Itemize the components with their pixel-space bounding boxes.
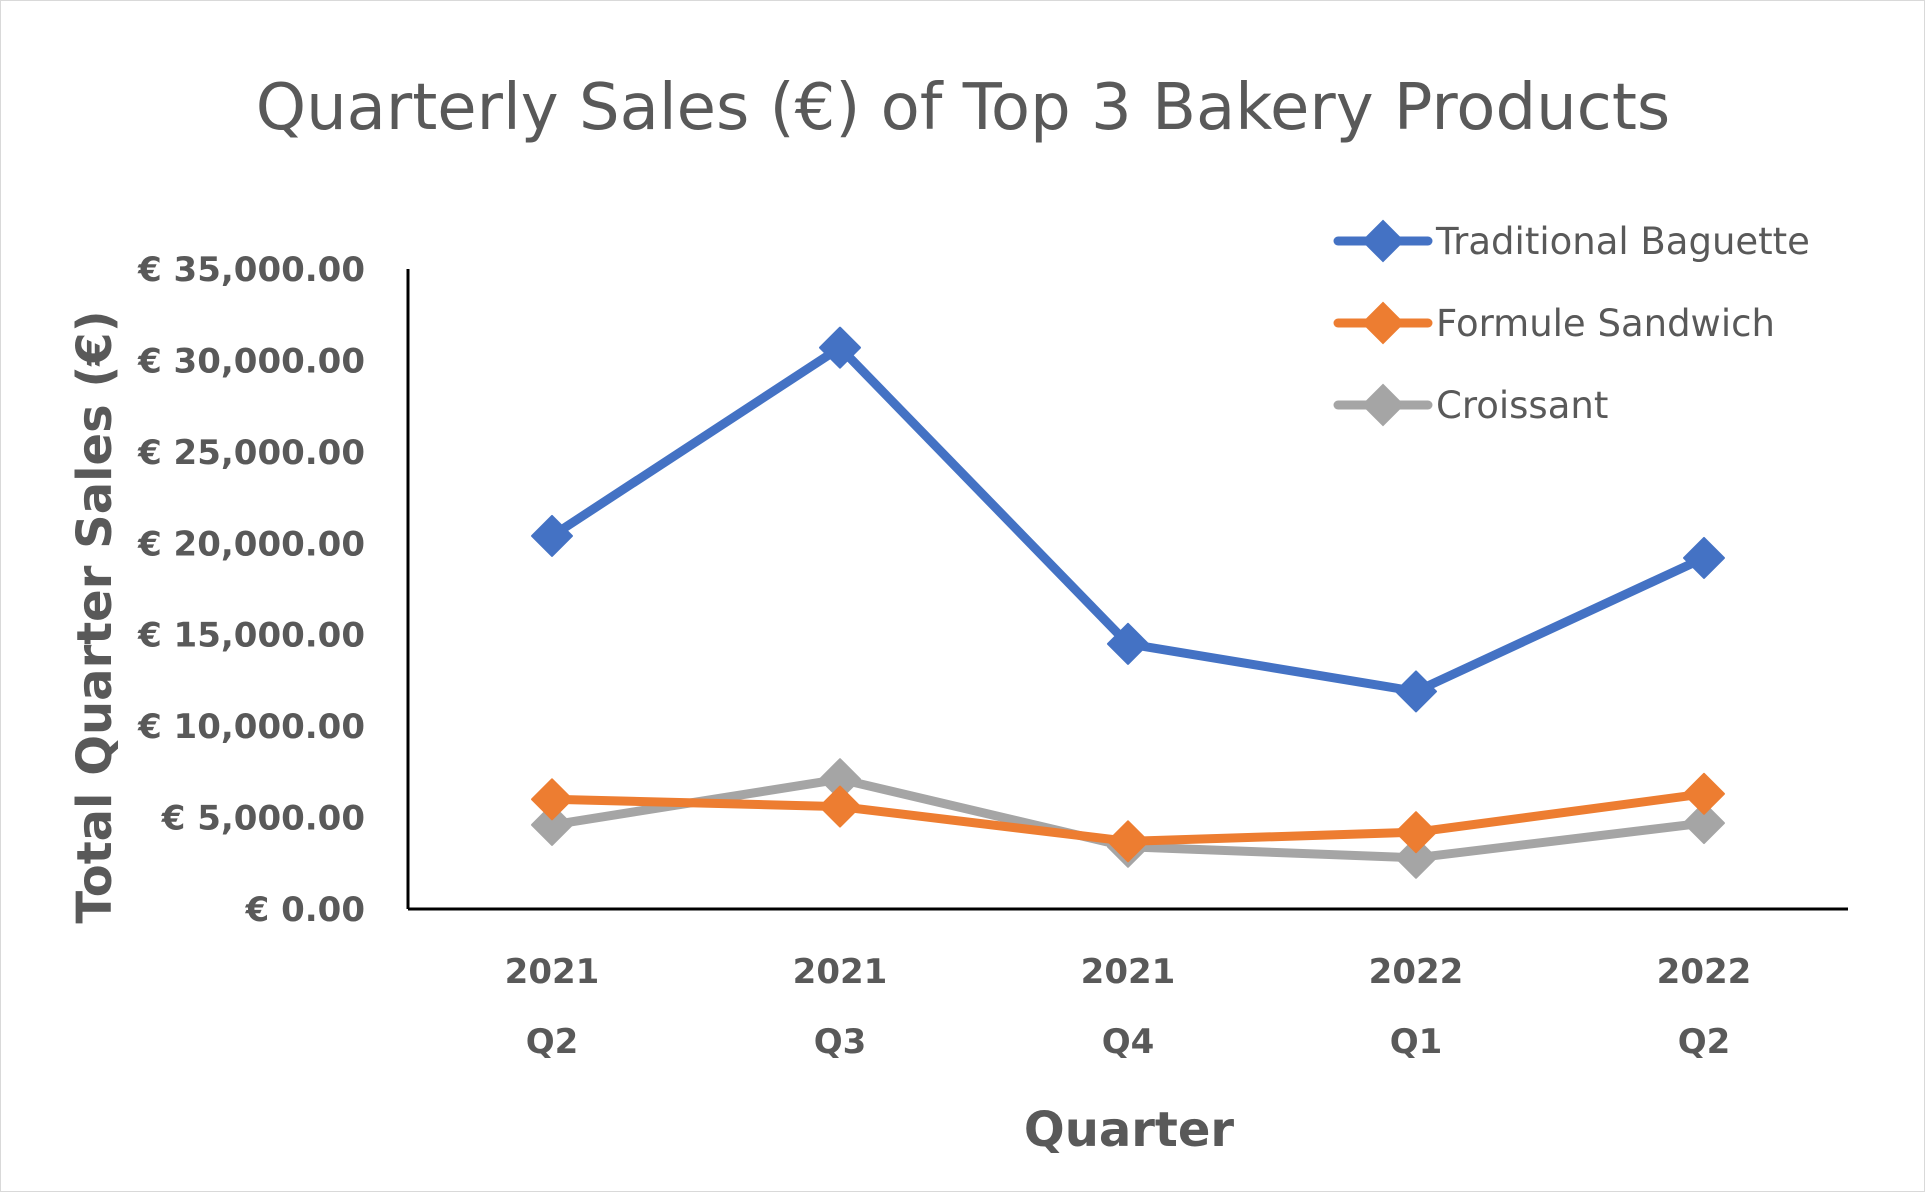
series-formule-sandwich	[531, 772, 1725, 863]
y-tick-label: € 10,000.00	[137, 707, 365, 747]
x-tick-quarter-label: Q1	[1390, 1022, 1443, 1062]
x-tick-year-label: 2022	[1369, 952, 1464, 992]
data-point-formule-sandwich[interactable]	[531, 778, 573, 821]
data-point-formule-sandwich[interactable]	[819, 785, 861, 828]
y-tick-label: € 0.00	[245, 890, 365, 930]
data-point-croissant[interactable]	[531, 803, 573, 846]
x-tick-year-label: 2021	[793, 952, 888, 992]
x-tick-year-label: 2021	[505, 952, 600, 992]
data-point-traditional-baguette[interactable]	[1395, 670, 1437, 713]
data-point-traditional-baguette[interactable]	[819, 326, 861, 369]
y-tick-label: € 20,000.00	[137, 524, 365, 564]
x-tick-year-label: 2022	[1657, 952, 1752, 992]
data-point-croissant[interactable]	[1683, 802, 1725, 845]
legend: Traditional Baguette Formule Sandwich Croi…	[1333, 219, 1810, 427]
x-tick-year-label: 2021	[1081, 952, 1176, 992]
y-tick-label: € 35,000.00	[137, 250, 365, 290]
data-point-formule-sandwich[interactable]	[1683, 772, 1725, 815]
legend-marker	[1361, 383, 1405, 427]
y-tick-label: € 5,000.00	[161, 799, 365, 839]
series-traditional-baguette	[531, 326, 1725, 713]
data-point-traditional-baguette[interactable]	[1107, 622, 1149, 665]
x-tick-quarter-label: Q2	[526, 1022, 579, 1062]
y-tick-label: € 30,000.00	[137, 341, 365, 381]
y-tick-label: € 15,000.00	[137, 616, 365, 656]
legend-marker	[1361, 301, 1405, 345]
series-layer	[531, 326, 1725, 879]
axes	[406, 269, 1848, 911]
data-point-formule-sandwich[interactable]	[1107, 820, 1149, 863]
chart-title: Quarterly Sales (€) of Top 3 Bakery Prod…	[256, 71, 1671, 145]
x-axis-title: Quarter	[1024, 1102, 1235, 1158]
legend-item-croissant[interactable]: Croissant	[1333, 383, 1608, 427]
legend-item-traditional-baguette[interactable]: Traditional Baguette	[1333, 219, 1810, 263]
x-tick-quarter-label: Q4	[1102, 1022, 1155, 1062]
legend-label: Formule Sandwich	[1436, 302, 1775, 345]
data-point-traditional-baguette[interactable]	[531, 514, 573, 557]
x-axis-ticks: 2021 Q2 2021 Q3 2021 Q4 2022 Q1 2022 Q2	[505, 952, 1752, 1062]
x-tick-quarter-label: Q3	[814, 1022, 867, 1062]
data-point-formule-sandwich[interactable]	[1395, 811, 1437, 854]
legend-label: Croissant	[1436, 384, 1608, 427]
legend-marker	[1361, 219, 1405, 263]
data-point-traditional-baguette[interactable]	[1683, 536, 1725, 579]
data-point-croissant[interactable]	[1395, 836, 1437, 879]
x-tick-quarter-label: Q2	[1678, 1022, 1731, 1062]
y-axis-title: Total Quarter Sales (€)	[67, 310, 123, 923]
legend-label: Traditional Baguette	[1435, 220, 1810, 263]
y-tick-label: € 25,000.00	[137, 433, 365, 473]
y-axis-ticks: € 0.00 € 5,000.00 € 10,000.00 € 15,000.00 € …	[137, 250, 365, 930]
legend-item-formule-sandwich[interactable]: Formule Sandwich	[1333, 301, 1775, 345]
